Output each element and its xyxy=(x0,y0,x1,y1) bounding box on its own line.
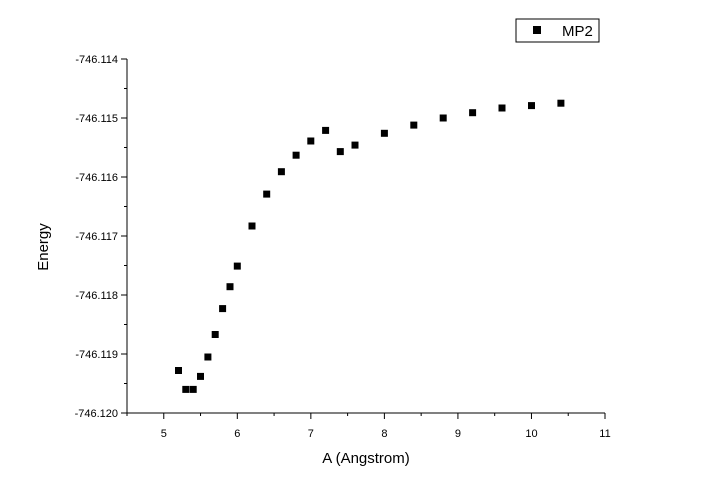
y-ticks: -746.114 -746.115 -746.116 -746.117 -746.118… xyxy=(75,54,127,420)
data-point xyxy=(439,114,447,122)
axes xyxy=(126,59,605,414)
y-tick-label: -746.117 xyxy=(75,231,118,243)
y-tick-label: -746.114 xyxy=(75,54,118,66)
x-tick-label: 8 xyxy=(381,428,387,440)
data-point xyxy=(380,129,388,137)
data-point xyxy=(292,151,300,159)
x-axis-title: A (Angstrom) xyxy=(322,450,410,467)
data-point xyxy=(336,148,344,156)
y-tick-label: -746.119 xyxy=(75,349,118,361)
data-point xyxy=(233,262,241,270)
data-point xyxy=(219,305,227,313)
data-point xyxy=(498,104,506,112)
data-point xyxy=(307,137,315,145)
data-point xyxy=(277,168,285,176)
y-axis-title: Energy xyxy=(35,223,52,271)
y-tick-label: -746.116 xyxy=(75,172,118,184)
x-ticks: 5 6 7 8 9 10 11 xyxy=(126,413,611,440)
x-tick-label: 6 xyxy=(234,428,240,440)
data-point xyxy=(197,372,204,380)
x-tick-label: 7 xyxy=(308,428,314,440)
data-points xyxy=(175,99,565,393)
data-point xyxy=(469,109,477,117)
y-tick-label: -746.115 xyxy=(75,113,118,125)
y-tick-label: -746.118 xyxy=(75,290,118,302)
data-point xyxy=(410,121,418,129)
data-point xyxy=(211,331,219,338)
legend: MP2 xyxy=(515,18,600,43)
data-point xyxy=(204,353,212,361)
x-tick-label: 11 xyxy=(599,428,610,440)
legend-box xyxy=(515,18,600,43)
data-point xyxy=(175,367,182,374)
x-tick-label: 5 xyxy=(161,428,167,440)
data-point xyxy=(528,102,535,110)
x-tick-label: 10 xyxy=(525,428,537,440)
data-point xyxy=(248,222,256,230)
data-point xyxy=(189,385,197,393)
data-point xyxy=(263,190,271,198)
data-point xyxy=(182,385,190,393)
legend-marker xyxy=(533,26,541,34)
x-tick-label: 9 xyxy=(455,428,461,440)
data-point xyxy=(557,99,565,107)
data-point xyxy=(226,283,234,291)
legend-label: MP2 xyxy=(562,23,593,40)
data-point xyxy=(322,126,330,134)
data-point xyxy=(351,141,359,149)
y-tick-label: -746.120 xyxy=(75,408,118,420)
